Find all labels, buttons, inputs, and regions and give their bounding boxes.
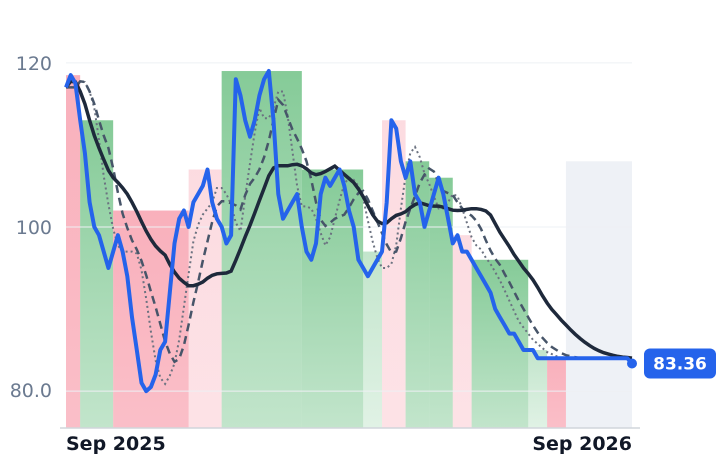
inner-band-line xyxy=(66,79,618,364)
regime-band-up xyxy=(301,169,364,428)
price-line-layer xyxy=(64,69,634,394)
grid-layer xyxy=(66,62,632,392)
long-average-line xyxy=(64,79,633,360)
y-tick-label: 100 xyxy=(16,217,52,239)
x-tick-label: Sep 2026 xyxy=(532,433,632,455)
indicator-lines-layer xyxy=(64,79,633,386)
regime-band-up_light xyxy=(528,350,548,428)
x-tick-label: Sep 2025 xyxy=(66,433,166,455)
y-tick-label: 120 xyxy=(16,53,52,75)
regime-band-down xyxy=(547,358,566,428)
regime-band-up_light xyxy=(363,251,383,428)
last-value-label: 83.36 xyxy=(653,354,707,374)
last-value-badge xyxy=(644,348,716,379)
regime-band-up xyxy=(429,177,453,428)
last-value-dot xyxy=(627,358,637,369)
regime-band-down_light xyxy=(452,235,472,428)
price-line xyxy=(64,69,634,394)
outer-band-line xyxy=(66,80,618,386)
regime-band-future xyxy=(565,161,632,429)
regime-band-down xyxy=(66,75,81,428)
y-tick-label: 80.0 xyxy=(10,380,52,402)
regime-band-down xyxy=(113,210,189,428)
regime-fill-layer xyxy=(66,71,632,429)
